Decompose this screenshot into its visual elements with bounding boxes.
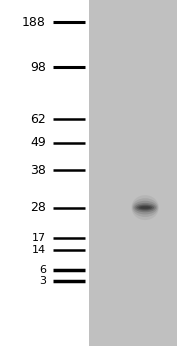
Text: 188: 188 [22,16,46,29]
Text: 17: 17 [32,233,46,243]
Text: 6: 6 [39,265,46,275]
Text: 3: 3 [39,276,46,286]
Text: 49: 49 [30,136,46,149]
Ellipse shape [140,206,150,209]
Ellipse shape [133,201,157,215]
Bar [88,0,177,346]
Bar [0,0,88,346]
Ellipse shape [135,203,156,212]
Text: 14: 14 [32,245,46,255]
Ellipse shape [131,195,159,220]
Text: 28: 28 [30,201,46,214]
Text: 62: 62 [30,113,46,126]
Text: 98: 98 [30,61,46,74]
Text: 38: 38 [30,164,46,177]
Ellipse shape [136,204,154,211]
Ellipse shape [138,206,152,210]
Ellipse shape [132,198,158,217]
